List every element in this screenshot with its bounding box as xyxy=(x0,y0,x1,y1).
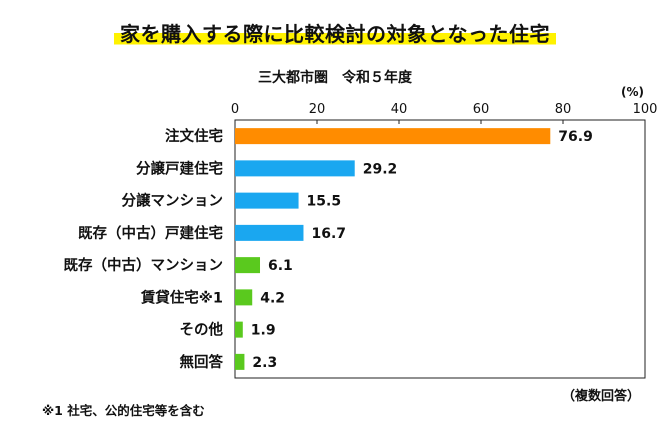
bar xyxy=(235,160,355,177)
bar xyxy=(235,192,299,209)
category-label: 賃貸住宅※1 xyxy=(140,288,223,306)
plot-frame xyxy=(234,119,646,379)
bar xyxy=(235,321,243,338)
category-label: 分譲戸建住宅 xyxy=(136,159,223,177)
category-label: 分譲マンション xyxy=(122,192,224,210)
category-label: 既存（中古）戸建住宅 xyxy=(78,224,223,242)
x-tick-label: 20 xyxy=(309,102,326,117)
category-label: 既存（中古）マンション xyxy=(64,256,224,274)
value-label: 1.9 xyxy=(251,323,276,339)
value-label: 76.9 xyxy=(558,129,593,145)
bar xyxy=(235,289,253,306)
value-label: 15.5 xyxy=(307,194,342,210)
category-label: 注文住宅 xyxy=(165,127,223,145)
value-label: 6.1 xyxy=(268,258,293,274)
category-label: 無回答 xyxy=(180,353,224,371)
category-label: その他 xyxy=(180,321,224,339)
chart-subtitle: 三大都市圏 令和５年度 xyxy=(258,70,412,86)
x-tick-label: 100 xyxy=(633,102,658,117)
value-label: 2.3 xyxy=(252,355,277,371)
value-label: 16.7 xyxy=(311,226,346,242)
chart-title-wrap: 家を購入する際に比較検討の対象となった住宅 xyxy=(0,18,670,47)
bar xyxy=(235,353,245,370)
value-label: 29.2 xyxy=(363,161,398,177)
bar xyxy=(235,257,261,274)
bar xyxy=(235,128,551,145)
chart-title: 家を購入する際に比較検討の対象となった住宅 xyxy=(114,18,556,47)
x-tick-label: 0 xyxy=(231,102,239,117)
value-label: 4.2 xyxy=(260,290,285,306)
unit-label: (%) xyxy=(621,85,644,99)
x-tick-label: 40 xyxy=(391,102,408,117)
x-tick-label: 80 xyxy=(555,102,572,117)
x-tick-label: 60 xyxy=(473,102,490,117)
bar xyxy=(235,224,304,241)
multiple-answer-note: （複数回答） xyxy=(561,389,640,404)
footnote: ※1 社宅、公的住宅等を含む xyxy=(42,403,205,418)
